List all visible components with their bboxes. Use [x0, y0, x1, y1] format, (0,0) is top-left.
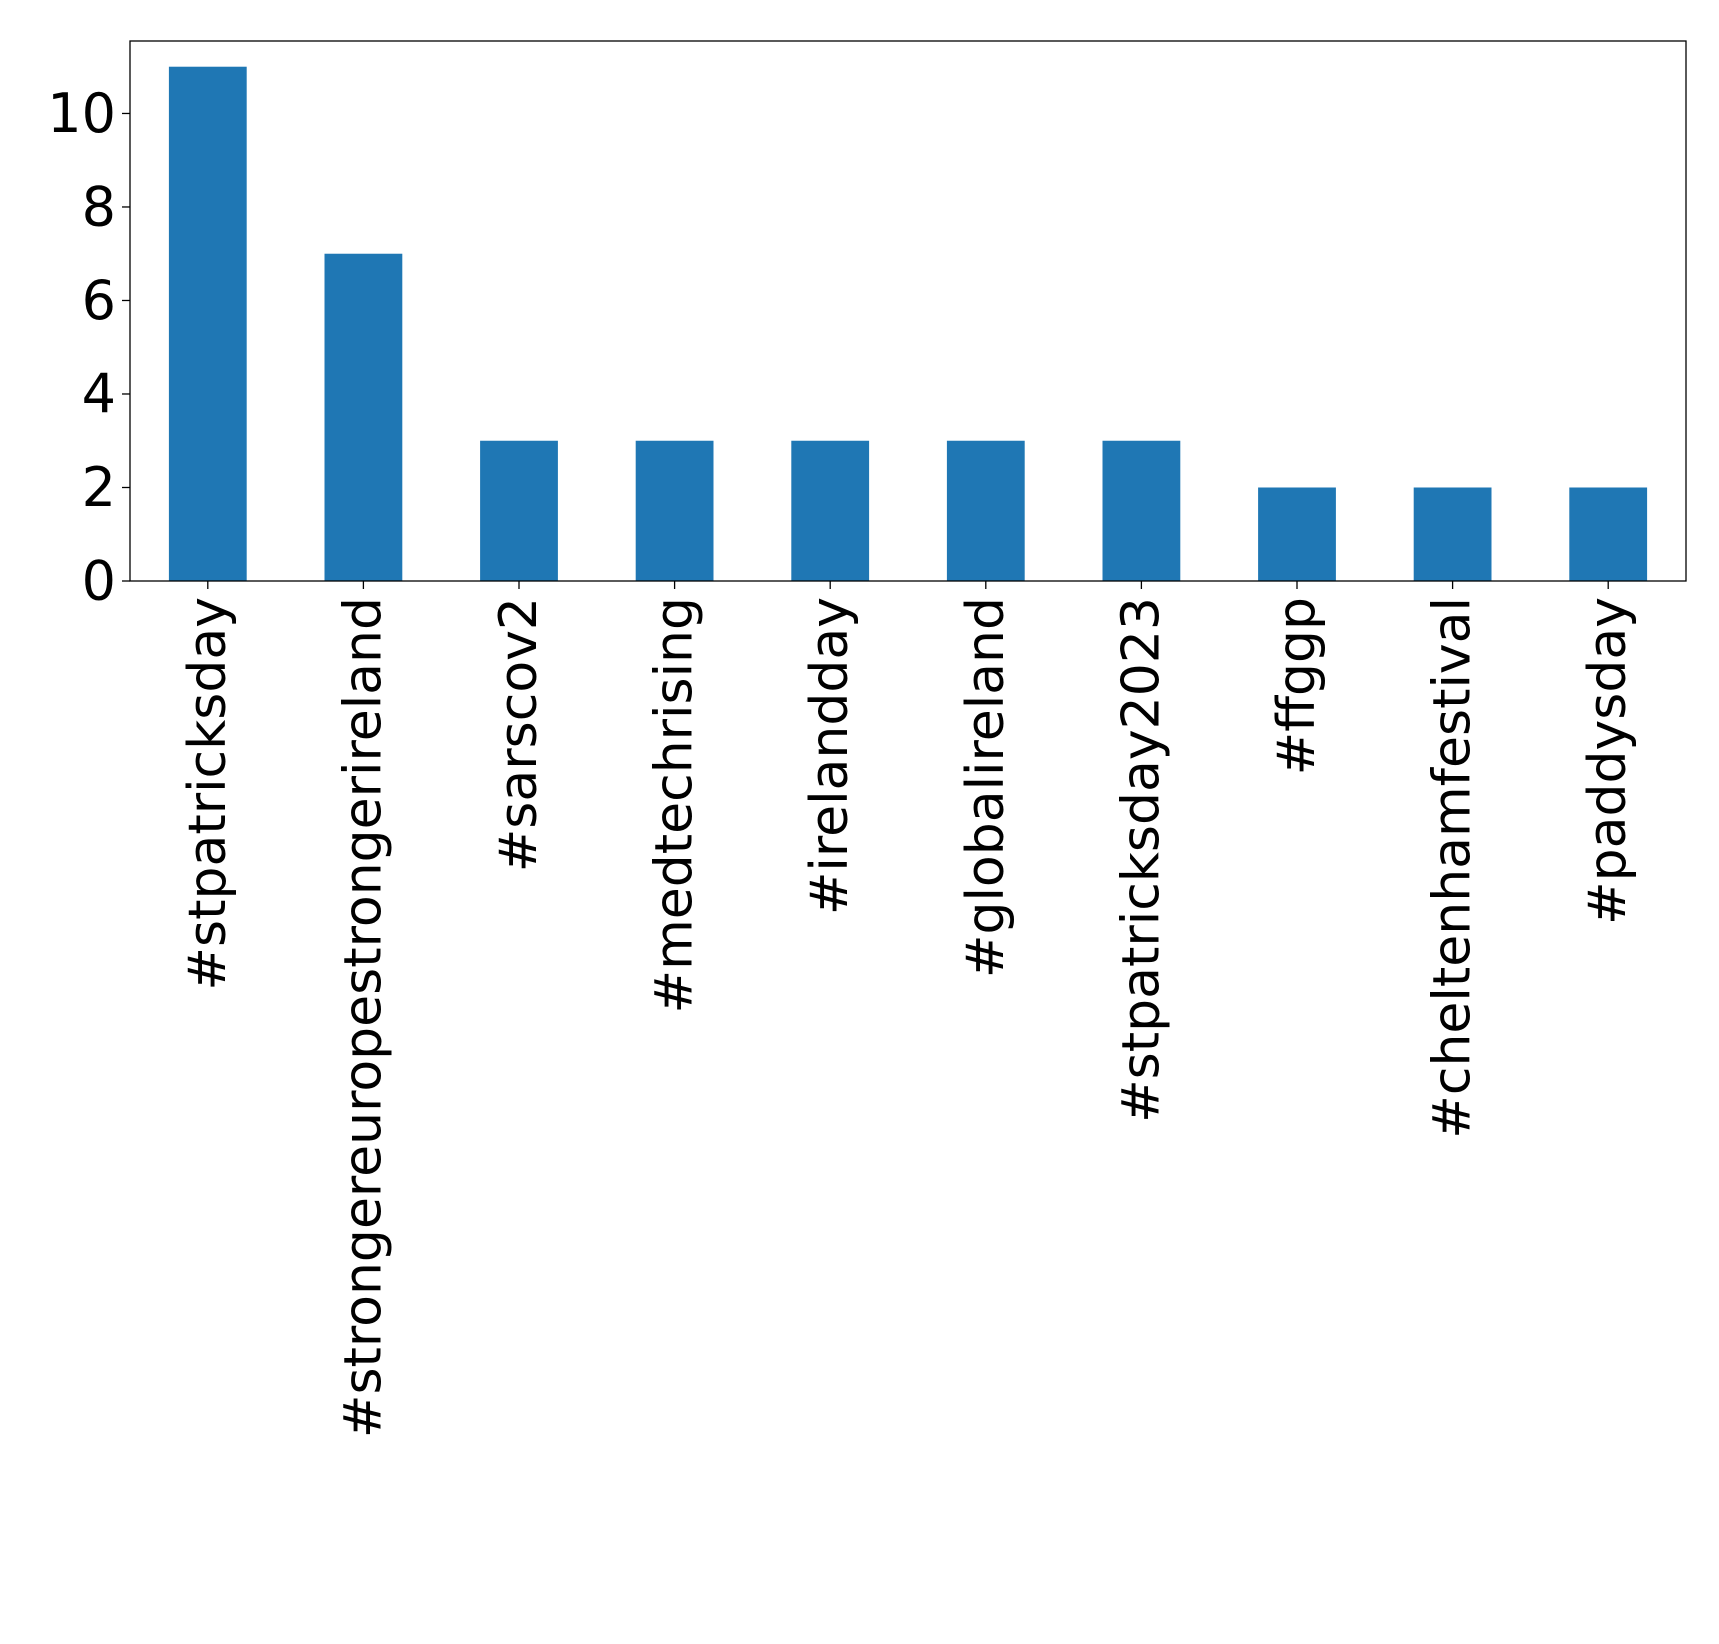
bar-5 [946, 440, 1025, 581]
y-tick-label: 2 [82, 456, 116, 519]
bar-6 [1102, 440, 1181, 581]
x-tick-label: #paddysday [1578, 597, 1638, 925]
bar-4 [791, 440, 870, 581]
bars-layer [168, 66, 1648, 581]
x-tick-label: #ffggp [1267, 597, 1327, 775]
bar-0 [168, 66, 247, 581]
x-tick-label: #stpatricksday2023 [1111, 597, 1171, 1123]
x-tick-label: #strongereuropestrongerireland [333, 597, 393, 1438]
x-tick-label: #globalireland [956, 597, 1016, 978]
bar-7 [1258, 487, 1336, 581]
x-tick-label: #irelandday [800, 597, 860, 915]
x-tick-label: #cheltenhamfestival [1423, 597, 1483, 1139]
plot-frame [129, 40, 1687, 582]
x-axis: #stpatricksday #strongereuropestrongerire… [178, 581, 1638, 1438]
y-tick-label: 4 [82, 362, 116, 425]
x-tick-label: #stpatricksday [178, 597, 238, 991]
x-tick-label: #sarscov2 [489, 597, 549, 872]
y-tick-label: 8 [82, 175, 116, 238]
bar-9 [1569, 487, 1648, 581]
bar-2 [480, 440, 558, 581]
y-tick-label: 6 [82, 269, 116, 332]
x-tick-label: #medtechrising [645, 597, 705, 1013]
bar-3 [635, 440, 714, 581]
bar-8 [1413, 487, 1492, 581]
y-tick-label: 10 [47, 82, 116, 145]
y-axis: 0 2 4 6 8 10 [47, 82, 130, 613]
bar-1 [324, 253, 403, 581]
y-tick-label: 0 [82, 550, 116, 613]
